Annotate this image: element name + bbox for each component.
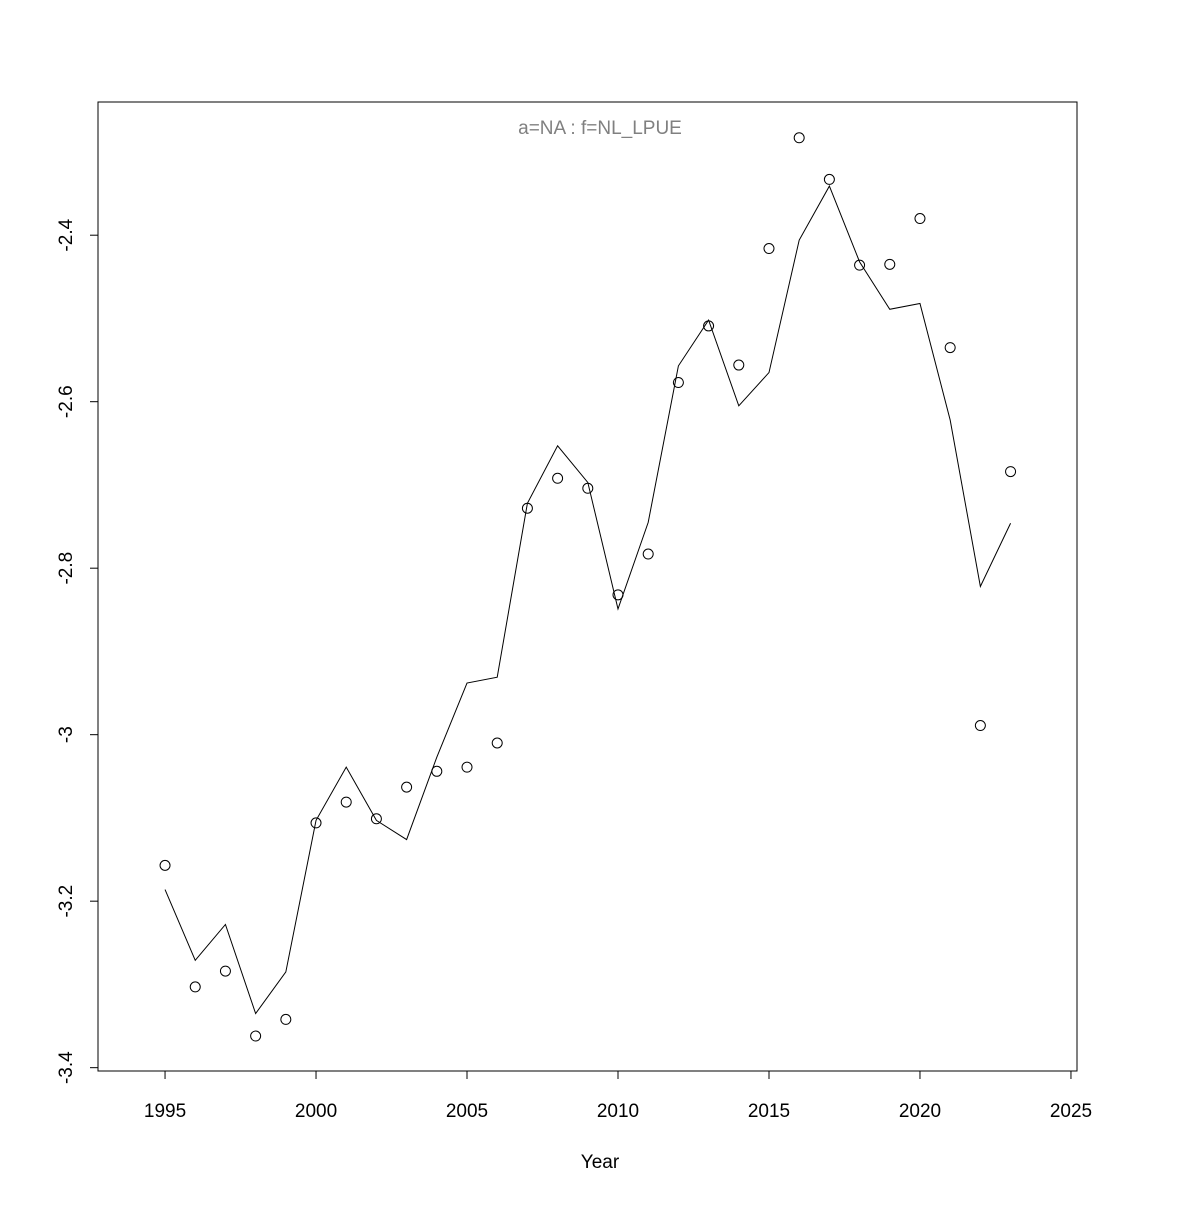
data-point bbox=[884, 258, 896, 270]
series-line bbox=[164, 184, 1012, 1015]
data-point bbox=[733, 359, 745, 371]
data-point bbox=[159, 859, 171, 871]
data-point bbox=[310, 817, 322, 829]
x-tick-label: 2020 bbox=[899, 1101, 941, 1122]
data-point bbox=[370, 813, 382, 825]
data-point bbox=[763, 243, 775, 255]
data-point bbox=[461, 761, 473, 773]
data-point bbox=[582, 482, 594, 494]
data-point bbox=[189, 981, 201, 993]
data-point bbox=[793, 132, 805, 144]
x-tick-label: 1995 bbox=[144, 1101, 186, 1122]
data-point bbox=[854, 259, 866, 271]
chart-title: a=NA : f=NL_LPUE bbox=[518, 118, 682, 139]
data-point bbox=[823, 173, 835, 185]
y-tick-label: -2.4 bbox=[56, 218, 77, 251]
data-point bbox=[642, 548, 654, 560]
data-point bbox=[974, 720, 986, 732]
x-tick-label: 2000 bbox=[295, 1101, 337, 1122]
data-point bbox=[552, 472, 564, 484]
data-point bbox=[250, 1030, 262, 1042]
y-tick-label: -3.4 bbox=[56, 1051, 77, 1084]
plot-box bbox=[97, 101, 1078, 1072]
x-tick-label: 2025 bbox=[1050, 1101, 1092, 1122]
data-point bbox=[219, 965, 231, 977]
data-point bbox=[672, 377, 684, 389]
x-tick-label: 2005 bbox=[446, 1101, 488, 1122]
y-tick-label: -3 bbox=[56, 726, 77, 743]
y-tick-label: -3.2 bbox=[56, 885, 77, 918]
data-point bbox=[914, 213, 926, 225]
y-tick-label: -2.8 bbox=[56, 552, 77, 585]
y-tick-label: -2.6 bbox=[56, 385, 77, 418]
data-point bbox=[340, 796, 352, 808]
data-point bbox=[1005, 466, 1017, 478]
data-point bbox=[401, 781, 413, 793]
data-point bbox=[944, 342, 956, 354]
x-axis-label: Year bbox=[581, 1152, 620, 1173]
data-point bbox=[280, 1013, 292, 1025]
data-point bbox=[491, 737, 503, 749]
x-tick-label: 2010 bbox=[597, 1101, 639, 1122]
x-tick-label: 2015 bbox=[748, 1101, 790, 1122]
